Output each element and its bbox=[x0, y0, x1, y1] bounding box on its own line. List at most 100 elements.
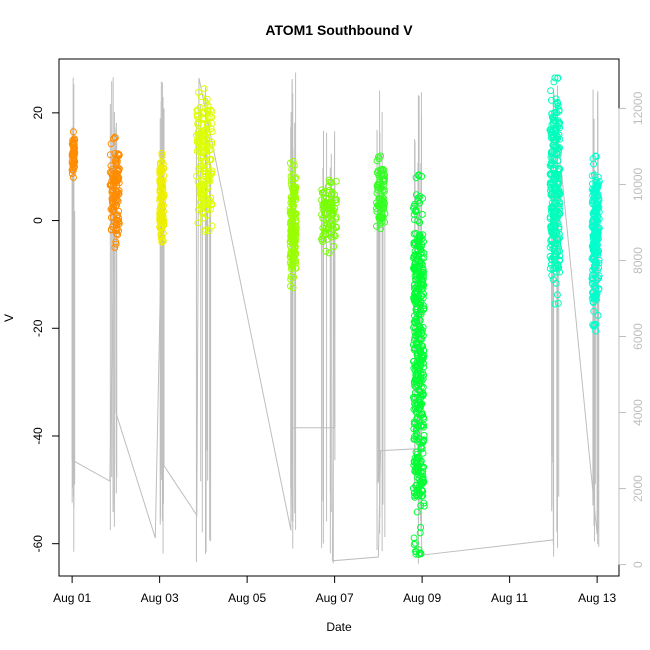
scatter-point bbox=[287, 230, 295, 238]
scatter-point bbox=[417, 523, 425, 531]
scatter-point bbox=[71, 144, 79, 152]
scatter-point bbox=[111, 196, 119, 204]
y2-tick-label: 2000 bbox=[631, 475, 645, 502]
scatter-point bbox=[196, 198, 204, 206]
scatter-point bbox=[326, 186, 333, 194]
scatter-point bbox=[377, 225, 385, 233]
scatter-point bbox=[415, 434, 423, 442]
scatter-point bbox=[413, 362, 421, 370]
scatter-point bbox=[547, 261, 555, 269]
scatter-point bbox=[411, 272, 419, 280]
scatter-point bbox=[207, 205, 214, 213]
x-tick-label: Aug 03 bbox=[141, 591, 179, 605]
scatter-point bbox=[594, 312, 602, 319]
scatter-point bbox=[325, 176, 333, 184]
y2-tick-label: 12000 bbox=[631, 91, 645, 125]
scatter-point bbox=[552, 229, 560, 237]
scatter-point bbox=[413, 508, 421, 516]
scatter-point bbox=[548, 148, 556, 156]
scatter-point bbox=[203, 144, 211, 152]
scatter-point bbox=[411, 280, 419, 288]
scatter-point bbox=[106, 168, 114, 176]
scatter-point bbox=[592, 152, 600, 160]
scatter-point bbox=[418, 329, 426, 337]
scatter-point bbox=[554, 299, 562, 307]
scatter-point bbox=[291, 229, 299, 237]
scatter-point bbox=[196, 184, 204, 192]
scatter-point bbox=[292, 210, 300, 218]
scatter-point bbox=[554, 74, 562, 82]
scatter-point bbox=[199, 130, 206, 138]
scatter-point bbox=[590, 171, 598, 179]
scatter-point bbox=[198, 190, 206, 198]
scatter-point bbox=[157, 164, 165, 172]
scatter-point bbox=[550, 213, 558, 221]
scatter-point bbox=[323, 210, 331, 218]
scatter-point bbox=[551, 300, 559, 308]
scatter-point bbox=[328, 201, 336, 209]
x-tick-label: Aug 07 bbox=[316, 591, 354, 605]
scatter-point bbox=[156, 223, 164, 231]
scatter-point bbox=[318, 196, 326, 204]
scatter-point bbox=[416, 391, 424, 399]
scatter-point bbox=[203, 95, 211, 103]
scatter-point bbox=[160, 172, 168, 180]
scatter-point bbox=[419, 354, 427, 362]
scatter-point bbox=[414, 264, 421, 271]
y-axis-label: V bbox=[2, 314, 16, 322]
scatter-point bbox=[158, 149, 166, 157]
scatter-point bbox=[593, 217, 601, 225]
scatter-point bbox=[551, 74, 559, 82]
scatter-point bbox=[420, 415, 428, 423]
y-tick-label: -20 bbox=[31, 319, 45, 337]
scatter-point bbox=[552, 95, 560, 103]
scatter-point bbox=[157, 231, 165, 239]
scatter-point bbox=[199, 209, 207, 217]
scatter-point bbox=[69, 128, 77, 136]
scatter-point bbox=[195, 139, 203, 147]
x-axis: Aug 01 Aug 03 Aug 05 Aug 07 Aug 09 Aug 11 Aug … bbox=[53, 576, 616, 605]
y-axis: 20 0 -20 -40 -60 bbox=[31, 106, 59, 552]
scatter-cluster bbox=[588, 152, 603, 335]
scatter-point bbox=[415, 231, 423, 239]
scatter-point bbox=[112, 171, 120, 179]
scatter-point bbox=[416, 549, 424, 557]
scatter-point bbox=[114, 211, 122, 219]
scatter-point bbox=[111, 243, 119, 251]
scatter-point bbox=[554, 262, 562, 270]
scatter-point bbox=[415, 550, 423, 558]
scatter-point bbox=[158, 238, 166, 246]
scatter-point bbox=[553, 291, 561, 299]
scatter-point bbox=[196, 147, 204, 155]
scatter-point bbox=[195, 143, 203, 151]
scatter-point bbox=[206, 198, 214, 206]
scatter-point bbox=[203, 129, 211, 137]
scatter-point bbox=[418, 292, 426, 300]
scatter-point bbox=[110, 206, 118, 214]
scatter-point bbox=[548, 110, 556, 118]
scatter-point bbox=[204, 107, 212, 115]
scatter-point bbox=[588, 255, 596, 262]
scatter-point bbox=[200, 85, 208, 93]
scatter-point bbox=[551, 187, 559, 195]
scatter-point bbox=[590, 232, 598, 240]
scatter-point bbox=[330, 243, 338, 250]
scatter-point bbox=[553, 143, 561, 151]
scatter-point bbox=[290, 192, 298, 200]
scatter-point bbox=[291, 239, 299, 247]
scatter-cluster bbox=[546, 74, 564, 308]
scatter-point bbox=[205, 173, 213, 181]
scatter-point bbox=[412, 250, 420, 258]
scatter-point bbox=[156, 179, 164, 187]
y2-tick-label: 4000 bbox=[631, 399, 645, 426]
scatter-point bbox=[325, 249, 333, 257]
scatter-point bbox=[550, 117, 558, 125]
scatter-point bbox=[594, 251, 602, 259]
scatter-point bbox=[417, 370, 425, 378]
scatter-point bbox=[289, 157, 297, 165]
scatter-point bbox=[588, 185, 596, 193]
scatter-cluster bbox=[193, 85, 216, 235]
scatter-point bbox=[551, 212, 559, 220]
plot-area bbox=[68, 72, 603, 564]
scatter-point bbox=[69, 173, 77, 181]
